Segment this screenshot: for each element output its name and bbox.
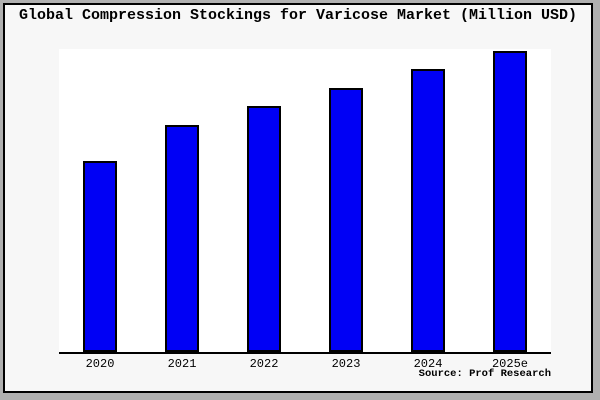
x-label-2025e: 2025e <box>491 357 528 371</box>
bar-2021 <box>165 125 199 352</box>
bar-slot-2025e <box>469 49 551 352</box>
chart-title: Global Compression Stockings for Varicos… <box>18 7 578 24</box>
x-axis-line <box>59 352 551 354</box>
x-label-2020: 2020 <box>85 357 115 371</box>
x-label-2022: 2022 <box>249 357 279 371</box>
x-axis-labels-row: 2020 2021 2022 2023 2024 2025e <box>59 357 551 371</box>
bars-row <box>59 49 551 352</box>
plot-area <box>59 49 551 352</box>
bar-slot-2021 <box>141 49 223 352</box>
bar-slot-2020 <box>59 49 141 352</box>
source-note: Source: Prof Research <box>418 368 551 380</box>
x-label-2023: 2023 <box>331 357 361 371</box>
chart-frame: Global Compression Stockings for Varicos… <box>3 3 593 393</box>
bar-2024 <box>411 69 445 352</box>
bar-2022 <box>247 106 281 352</box>
bar-slot-2023 <box>305 49 387 352</box>
bar-2025e <box>493 51 527 352</box>
x-label-2021: 2021 <box>167 357 197 371</box>
bar-2020 <box>83 161 117 352</box>
bar-2023 <box>329 88 363 352</box>
bar-slot-2024 <box>387 49 469 352</box>
x-label-2024: 2024 <box>413 357 443 371</box>
bar-slot-2022 <box>223 49 305 352</box>
